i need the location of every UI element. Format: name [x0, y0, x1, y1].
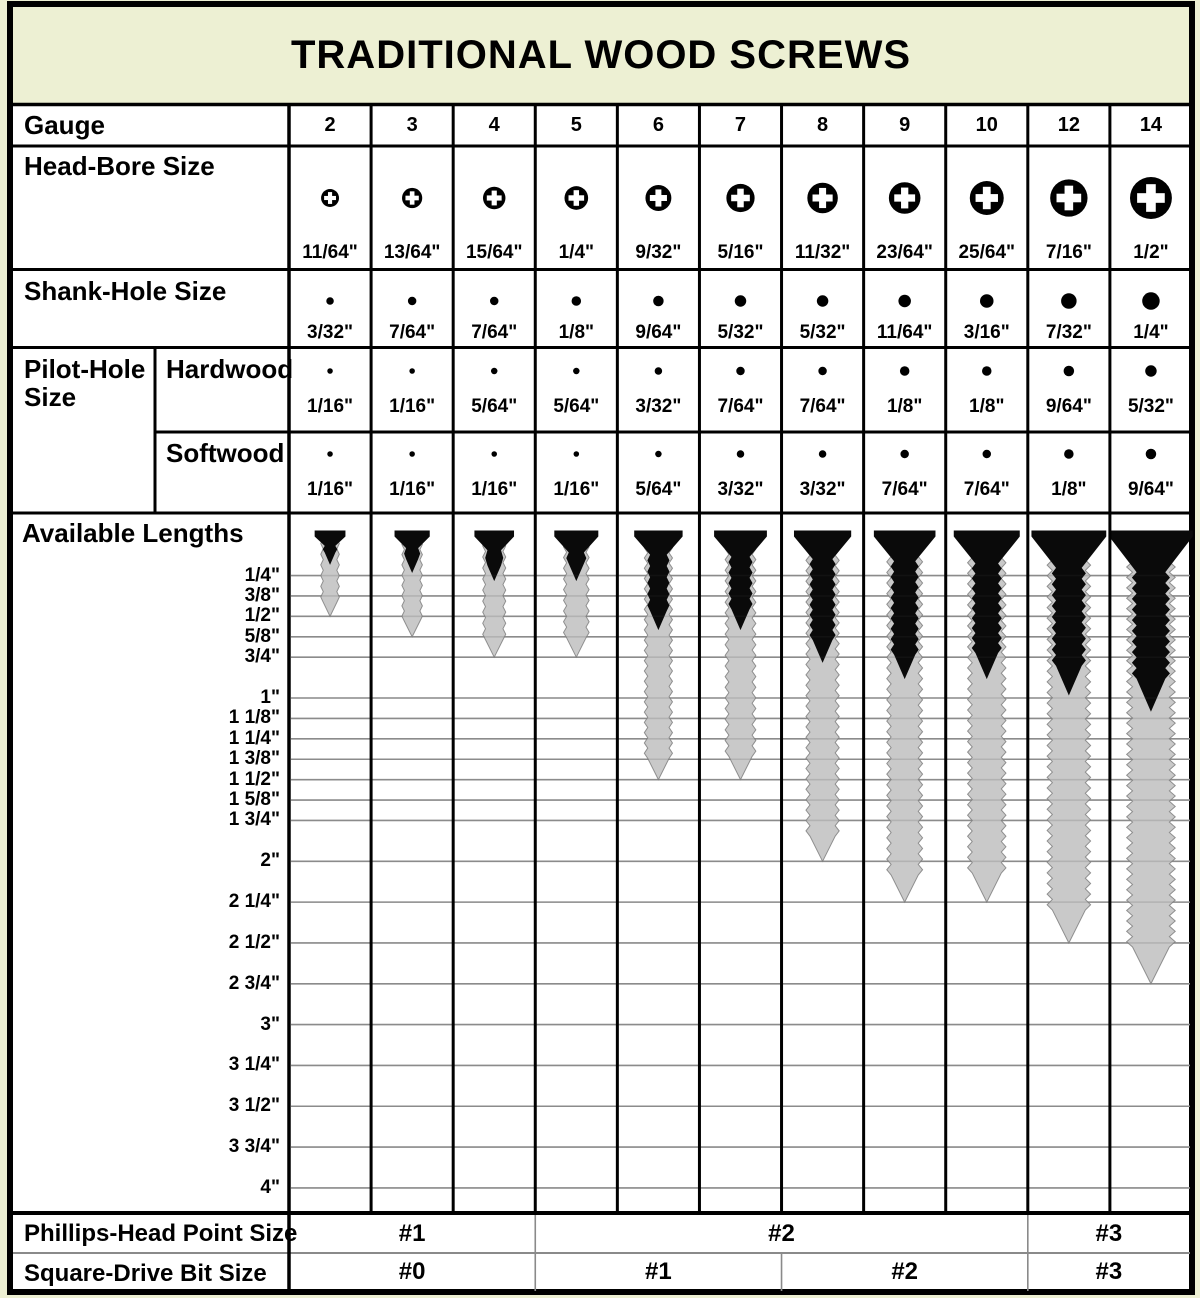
- length-label: 1 1/2": [228, 768, 280, 790]
- length-label: 2 1/2": [228, 931, 280, 953]
- pilot-hole-softwood-value: 1/8": [1051, 479, 1087, 500]
- shank-hole-size-value: 7/64": [389, 322, 436, 343]
- pilot-hole-hardwood-value: 1/8": [886, 396, 923, 417]
- row-label-phillips-point: Phillips-Head Point Size: [24, 1220, 298, 1247]
- pilot-hole-hardwood-value: 9/64": [1045, 396, 1092, 417]
- head-bore-size-value: 15/64": [465, 242, 523, 263]
- square-drive-bit-size-value: #2: [891, 1258, 919, 1285]
- pilot-hole-softwood-value: 1/16": [307, 479, 354, 500]
- shank-hole-size-value: 5/32": [717, 322, 764, 343]
- pilot-hole-softwood-value: 1/16": [389, 479, 436, 500]
- length-label: 2": [260, 850, 280, 872]
- length-label: 2 3/4": [228, 972, 280, 994]
- head-bore-size-value: 11/64": [302, 242, 358, 263]
- phillips-point-size-value: #2: [768, 1219, 795, 1247]
- length-label: 3": [260, 1013, 280, 1035]
- pilot-hole-softwood-value: 9/64": [1127, 479, 1174, 500]
- pilot-hole-softwood-value: 1/16": [553, 479, 600, 500]
- pilot-hole-softwood-value: 7/64": [963, 479, 1010, 500]
- shank-hole-size-value: 1/4": [1133, 322, 1169, 343]
- title-banner: TRADITIONAL WOOD SCREWS: [13, 7, 1189, 104]
- row-label-hardwood: Hardwood: [166, 354, 294, 384]
- shank-hole-size-value: 9/64": [635, 322, 682, 343]
- length-label: 3 1/4": [228, 1054, 280, 1076]
- chart-title: TRADITIONAL WOOD SCREWS: [290, 33, 911, 77]
- gauge-value: 8: [817, 114, 829, 136]
- length-label: 1 1/4": [228, 727, 280, 749]
- square-drive-bit-size-value: #3: [1095, 1258, 1123, 1285]
- shank-hole-size-value: 3/16": [963, 322, 1010, 343]
- gauge-value: 14: [1139, 114, 1163, 136]
- head-bore-size-value: 13/64": [383, 242, 441, 263]
- length-label: 1/2": [244, 605, 280, 627]
- gauge-value: 4: [488, 114, 500, 136]
- shank-hole-size-value: 7/64": [471, 322, 518, 343]
- row-label-softwood: Softwood: [166, 438, 285, 468]
- row-label-pilot-hole: Pilot-Hole Size: [24, 354, 146, 412]
- pilot-hole-softwood-value: 1/16": [471, 479, 518, 500]
- shank-hole-size-value: 7/32": [1045, 322, 1092, 343]
- gauge-value: 12: [1057, 114, 1080, 136]
- length-label: 2 1/4": [228, 891, 280, 913]
- shank-hole-size-value: 3/32": [307, 322, 354, 343]
- head-bore-size-value: 1/4": [558, 242, 595, 263]
- pilot-hole-hardwood-value: 3/32": [635, 396, 682, 417]
- length-label: 3/8": [244, 584, 280, 606]
- gauge-value: 6: [652, 114, 664, 136]
- pilot-hole-softwood-value: 5/64": [635, 479, 682, 500]
- pilot-hole-hardwood-value: 1/8": [969, 396, 1005, 417]
- length-label: 1/4": [244, 564, 280, 586]
- head-bore-size-value: 25/64": [958, 242, 1016, 263]
- pilot-hole-hardwood-value: 1/16": [307, 396, 354, 417]
- gauge-value: 7: [734, 114, 747, 136]
- gauge-value: 10: [975, 114, 998, 136]
- shank-hole-size-value: 11/64": [876, 322, 933, 343]
- head-bore-size-value: 23/64": [876, 242, 933, 263]
- gauge-value: 2: [324, 114, 336, 136]
- head-bore-size-value: 5/16": [717, 242, 764, 263]
- length-label: 3 3/4": [228, 1136, 280, 1158]
- length-label: 1 1/8": [228, 707, 280, 729]
- shank-hole-size-value: 1/8": [558, 322, 595, 343]
- pilot-hole-hardwood-value: 7/64": [799, 396, 846, 417]
- length-label: 1": [260, 687, 280, 708]
- length-label: 3/4": [244, 646, 280, 668]
- pilot-hole-hardwood-value: 5/32": [1127, 396, 1174, 417]
- head-bore-size-value: 7/16": [1045, 242, 1092, 263]
- row-label-shank-hole: Shank-Hole Size: [24, 276, 227, 306]
- length-label: 4": [260, 1176, 280, 1198]
- gauge-value: 3: [406, 114, 418, 136]
- pilot-hole-softwood-value: 7/64": [881, 479, 928, 500]
- length-label: 1 3/4": [228, 809, 280, 831]
- row-label-gauge: Gauge: [24, 110, 105, 140]
- row-label-available-lengths: Available Lengths: [22, 518, 244, 548]
- gauge-value: 9: [899, 114, 911, 136]
- pilot-hole-hardwood-value: 7/64": [717, 396, 764, 417]
- head-bore-size-value: 9/32": [635, 242, 682, 263]
- square-drive-bit-size-value: #0: [398, 1258, 426, 1285]
- pilot-hole-hardwood-value: 1/16": [389, 396, 436, 417]
- length-label: 3 1/2": [228, 1095, 280, 1117]
- head-bore-size-value: 11/32": [794, 242, 851, 263]
- pilot-hole-hardwood-value: 5/64": [553, 396, 600, 417]
- phillips-point-size-value: #3: [1095, 1219, 1123, 1247]
- gauge-value: 5: [570, 114, 582, 136]
- square-drive-bit-size-value: #1: [645, 1258, 672, 1285]
- phillips-point-size-value: #1: [398, 1219, 426, 1247]
- length-label: 5/8": [244, 625, 280, 647]
- head-bore-size-value: 1/2": [1133, 242, 1169, 263]
- row-label-head-bore: Head-Bore Size: [24, 151, 215, 181]
- shank-hole-size-value: 5/32": [799, 322, 846, 343]
- row-label-square-drive: Square-Drive Bit Size: [24, 1260, 267, 1287]
- pilot-hole-hardwood-value: 5/64": [471, 396, 518, 417]
- length-label: 1 3/8": [228, 748, 280, 770]
- length-label: 1 5/8": [228, 789, 280, 811]
- pilot-hole-softwood-value: 3/32": [717, 479, 764, 500]
- pilot-hole-softwood-value: 3/32": [799, 479, 846, 500]
